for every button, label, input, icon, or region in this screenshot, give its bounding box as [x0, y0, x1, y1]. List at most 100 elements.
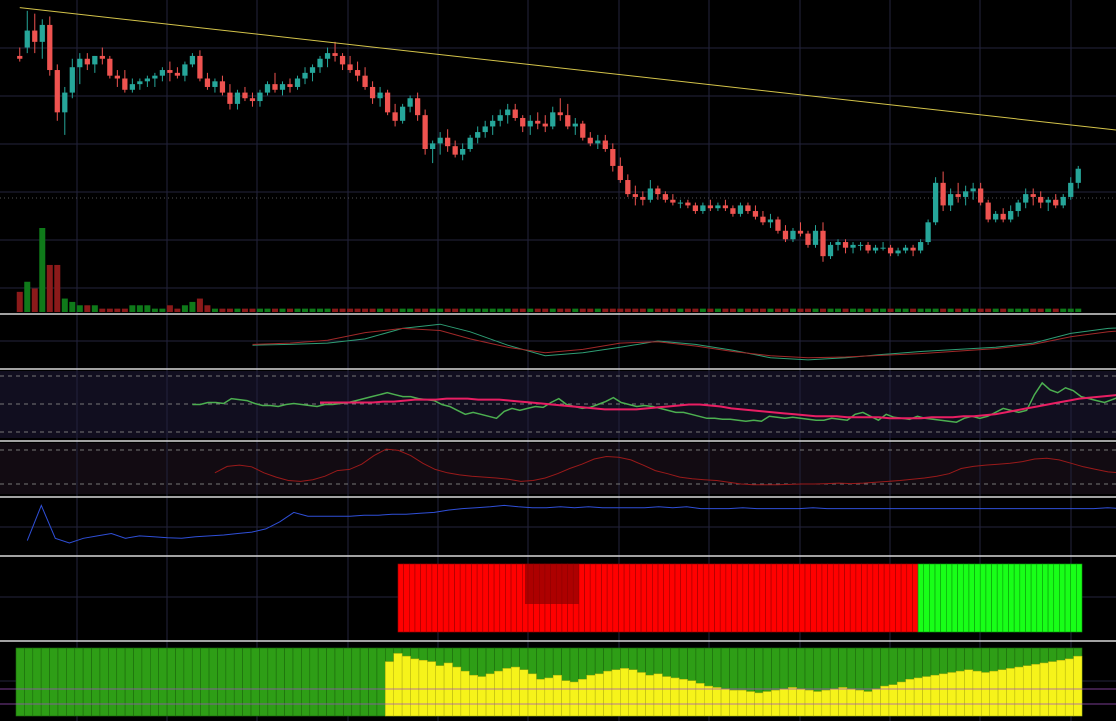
- candle-body-30: [242, 92, 248, 99]
- volume-bar-129: [985, 308, 992, 312]
- yellow-column-6: [435, 665, 445, 717]
- green-column-14: [133, 647, 143, 717]
- red-signal-bar-6: [431, 563, 438, 633]
- candle-body-80: [617, 165, 623, 181]
- green-signal-bar-120: [1076, 563, 1083, 633]
- candle-body-112: [857, 244, 864, 246]
- rsi-line: [192, 381, 1116, 423]
- red-signal-bar-75: [821, 563, 828, 633]
- candle-body-135: [1030, 194, 1036, 197]
- candle-body-113: [865, 244, 871, 251]
- yellow-column-50: [804, 689, 814, 717]
- signal-bars-panel: [397, 563, 1083, 633]
- volume-bar-61: [474, 308, 481, 312]
- volume-bar-127: [970, 308, 977, 312]
- volume-bar-72: [557, 308, 564, 312]
- yellow-column-75: [1014, 666, 1024, 717]
- candle-body-119: [910, 247, 916, 251]
- volume-bar-128: [977, 308, 984, 312]
- green-column-27: [242, 647, 252, 717]
- candle-body-96: [737, 205, 744, 214]
- volume-bar-24: [196, 298, 203, 312]
- volume-bar-78: [602, 308, 609, 312]
- volume-bar-108: [827, 308, 834, 312]
- candle-body-79: [610, 149, 616, 166]
- yellow-column-55: [846, 688, 856, 717]
- red-signal-bar-40: [623, 563, 631, 633]
- red-signal-bar-44: [646, 563, 653, 633]
- red-signal-bar-10: [454, 563, 461, 633]
- red-signal-bar-14: [476, 563, 484, 633]
- yellow-column-36: [687, 680, 697, 717]
- candle-body-59: [460, 149, 466, 155]
- red-signal-bar-88: [895, 563, 902, 633]
- red-signal-bar-70: [793, 563, 800, 633]
- volume-bar-123: [940, 308, 947, 312]
- candle-body-134: [1023, 194, 1029, 203]
- volume-bar-75: [579, 308, 586, 312]
- candle-body-75: [580, 123, 586, 138]
- volume-bar-28: [226, 308, 233, 312]
- candle-body-133: [1015, 202, 1021, 212]
- candle-body-39: [309, 67, 316, 73]
- green-signal-bar-119: [1070, 563, 1077, 633]
- volume-bar-73: [564, 308, 571, 312]
- red-signal-bar-74: [816, 563, 823, 633]
- line-panel-blue: [26, 504, 1116, 544]
- green-signal-bar-118: [1064, 563, 1071, 633]
- red-signal-bar-55: [708, 563, 715, 633]
- candle-body-89: [685, 202, 691, 206]
- green-column-5: [57, 647, 67, 717]
- volume-bar-141: [1075, 308, 1082, 312]
- volume-bar-43: [339, 308, 346, 312]
- volume-bar-134: [1022, 308, 1029, 312]
- volume-bar-100: [767, 308, 774, 312]
- candle-body-114: [872, 247, 879, 251]
- volume-bar-117: [895, 308, 902, 312]
- oscillator-background: [0, 443, 1116, 494]
- volume-bar-39: [309, 308, 316, 312]
- yellow-column-17: [527, 673, 537, 717]
- volume-bar-104: [797, 308, 804, 312]
- candle-body-77: [595, 140, 601, 144]
- candle-body-87: [670, 199, 676, 203]
- candle-body-38: [302, 72, 308, 79]
- candle-body-28: [227, 92, 233, 104]
- volume-bar-34: [271, 308, 278, 312]
- red-signal-bar-43: [640, 563, 648, 633]
- yellow-column-9: [460, 670, 470, 717]
- volume-bar-111: [850, 308, 857, 312]
- oscillator-panel: [0, 448, 1116, 486]
- candle-body-137: [1045, 199, 1051, 203]
- green-signal-bar-98: [951, 563, 958, 633]
- volume-bar-46: [362, 308, 369, 312]
- candle-body-50: [392, 112, 398, 121]
- volume-bar-57: [444, 308, 451, 312]
- red-signal-bar-56: [714, 563, 721, 633]
- volume-bar-119: [910, 308, 917, 312]
- volume-bar-122: [932, 308, 939, 312]
- volume-panel: [16, 228, 1082, 312]
- yellow-column-31: [645, 674, 655, 717]
- yellow-column-10: [469, 674, 478, 717]
- candle-body-74: [572, 123, 578, 127]
- yellow-column-61: [897, 681, 906, 717]
- volume-bar-12: [106, 308, 113, 312]
- price-panel[interactable]: [0, 7, 1116, 262]
- candle-body-34: [272, 84, 278, 90]
- candle-body-52: [407, 98, 413, 107]
- green-column-22: [200, 647, 210, 717]
- candle-body-8: [77, 58, 83, 68]
- volume-bar-56: [437, 308, 444, 312]
- volume-bar-37: [294, 308, 301, 312]
- yellow-column-66: [939, 673, 948, 717]
- volume-bar-69: [534, 308, 541, 312]
- candle-body-101: [775, 219, 781, 231]
- volume-bar-101: [774, 308, 781, 312]
- green-signal-bar-106: [996, 563, 1004, 633]
- green-column-2: [32, 647, 42, 717]
- red-signal-bar-8: [442, 563, 450, 633]
- volume-bar-9: [84, 305, 91, 312]
